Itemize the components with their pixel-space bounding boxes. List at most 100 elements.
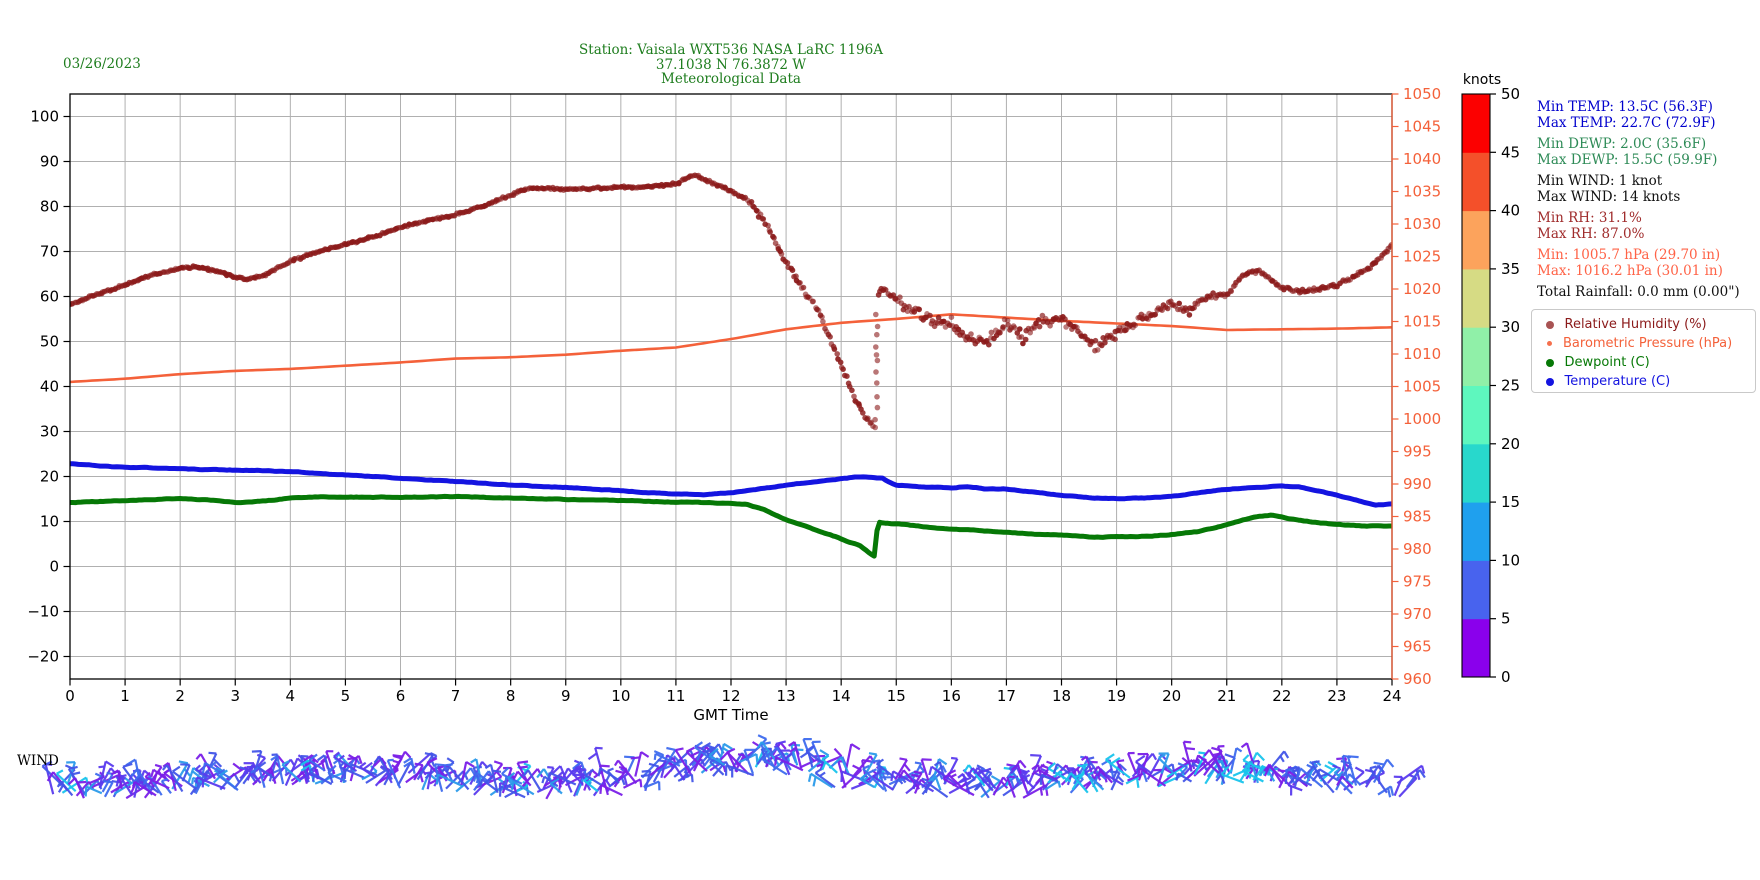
x-axis-tick-label: 13 [777, 687, 796, 705]
right-axis-tick-label: 960 [1403, 670, 1432, 688]
legend: Relative Humidity (%) Barometric Pressure… [1531, 309, 1756, 393]
legend-item: Barometric Pressure (hPa) [1532, 334, 1755, 353]
right-axis-tick-label: 1015 [1403, 313, 1441, 331]
x-axis-tick-label: 5 [341, 687, 351, 705]
x-axis-tick-label: 15 [887, 687, 906, 705]
right-axis-tick-label: 1005 [1403, 378, 1441, 396]
legend-marker-icon [1545, 377, 1554, 386]
stat-line: Max: 1016.2 hPa (30.01 in) [1537, 263, 1723, 279]
stats-panel: Min TEMP: 13.5C (56.3F) Max TEMP: 22.7C (… [1537, 99, 1759, 300]
left-axis-tick-label: 90 [40, 153, 59, 171]
legend-item: Dewpoint (C) [1532, 353, 1755, 372]
relative-humidity-scatter [70, 172, 1392, 431]
legend-item: Temperature (C) [1532, 372, 1755, 391]
right-axis-tick-label: 965 [1403, 638, 1432, 656]
x-axis-tick-label: 6 [396, 687, 406, 705]
stat-line: Max RH: 87.0% [1537, 226, 1645, 242]
wind-label: WIND [17, 753, 59, 769]
colorbar-tick-label: 15 [1501, 493, 1520, 511]
colorbar-tick-label: 20 [1501, 435, 1520, 453]
right-axis-tick-label: 990 [1403, 475, 1432, 493]
legend-item-label: Dewpoint (C) [1564, 355, 1650, 370]
stat-line: Min RH: 31.1% [1537, 210, 1642, 226]
wind-speed-colorbar: 0 5 10 15 20 25 30 35 40 45 50 [1461, 85, 1520, 686]
temperature-line [70, 461, 1392, 508]
dewpoint-line [70, 493, 1392, 559]
stat-line: Max TEMP: 22.7C (72.9F) [1537, 115, 1716, 131]
chart-title-line1: Station: Vaisala WXT536 NASA LaRC 1196A [579, 42, 883, 58]
x-axis-tick-label: 2 [175, 687, 185, 705]
colorbar-title: knots [1462, 72, 1502, 88]
right-axis-tick-label: 980 [1403, 540, 1432, 558]
colorbar-tick-label: 45 [1501, 143, 1520, 161]
wind-barbs [41, 734, 1426, 800]
right-axis-tick-label: 1020 [1403, 280, 1441, 298]
right-axis-ticks: 960 965 970 975 980 985 990 995 1000 1005 1010 1015… [1392, 85, 1441, 688]
x-axis-ticks: 0 1 2 3 4 5 6 7 8 9 10 11 12 13 14 15 16 17 18 19 20 21 22 23 24… [65, 679, 1402, 724]
right-axis-tick-label: 1025 [1403, 248, 1441, 266]
right-axis-tick-label: 995 [1403, 443, 1432, 461]
x-axis-tick-label: 19 [1107, 687, 1126, 705]
right-axis-tick-label: 970 [1403, 605, 1432, 623]
x-axis-tick-label: 22 [1272, 687, 1291, 705]
left-axis-tick-label: 80 [40, 198, 59, 216]
colorbar-tick-label: 35 [1501, 260, 1520, 278]
x-axis-tick-label: 7 [451, 687, 461, 705]
x-axis-tick-label: 1 [120, 687, 130, 705]
x-axis-title: GMT Time [693, 706, 768, 724]
chart-title: Station: Vaisala WXT536 NASA LaRC 1196A … [366, 43, 1096, 87]
colorbar-tick-label: 0 [1501, 668, 1511, 686]
stat-line: Min WIND: 1 knot [1537, 173, 1663, 189]
colorbar-tick-label: 50 [1501, 85, 1520, 103]
x-axis-tick-label: 24 [1382, 687, 1401, 705]
right-axis-tick-label: 1040 [1403, 150, 1441, 168]
x-axis-tick-label: 18 [1052, 687, 1071, 705]
left-axis-tick-label: 10 [40, 513, 59, 531]
legend-item-label: Barometric Pressure (hPa) [1563, 336, 1733, 351]
legend-item: Relative Humidity (%) [1532, 315, 1755, 334]
left-axis-tick-label: 20 [40, 468, 59, 486]
left-axis-tick-label: 100 [30, 108, 59, 126]
left-axis-tick-label: 60 [40, 288, 59, 306]
chart-title-line3: Meteorological Data [661, 71, 801, 88]
x-axis-tick-label: 8 [506, 687, 516, 705]
x-axis-tick-label: 14 [832, 687, 851, 705]
legend-marker-icon [1545, 358, 1554, 367]
colorbar-tick-label: 30 [1501, 318, 1520, 336]
right-axis-tick-label: 1035 [1403, 183, 1441, 201]
stat-line: Min TEMP: 13.5C (56.3F) [1537, 99, 1713, 115]
x-axis-tick-label: 0 [65, 687, 75, 705]
stat-line: Min: 1005.7 hPa (29.70 in) [1537, 247, 1721, 263]
grid-lines [69, 94, 1393, 679]
colorbar-tick-label: 5 [1501, 610, 1511, 628]
legend-item-label: Relative Humidity (%) [1564, 317, 1707, 332]
right-axis-tick-label: 1030 [1403, 215, 1441, 233]
right-axis-tick-label: 1000 [1403, 410, 1441, 428]
legend-item-label: Temperature (C) [1564, 374, 1671, 389]
x-axis-tick-label: 4 [286, 687, 296, 705]
chart-title-line2: 37.1038 N 76.3872 W [655, 56, 807, 73]
left-axis-tick-label: 30 [40, 423, 59, 441]
right-axis-tick-label: 985 [1403, 508, 1432, 526]
colorbar-tick-label: 25 [1501, 377, 1520, 395]
colorbar-tick-label: 10 [1501, 551, 1520, 569]
left-axis-tick-label: 70 [40, 243, 59, 261]
legend-marker-icon [1545, 320, 1554, 329]
x-axis-tick-label: 23 [1327, 687, 1346, 705]
stat-line: Total Rainfall: 0.0 mm (0.00") [1537, 284, 1740, 300]
pressure-line [70, 313, 1392, 384]
x-axis-tick-label: 10 [611, 687, 630, 705]
left-axis-tick-label: 0 [49, 558, 59, 576]
x-axis-tick-label: 12 [721, 687, 740, 705]
left-axis-tick-label: −10 [27, 603, 59, 621]
right-axis-tick-label: 1010 [1403, 345, 1441, 363]
colorbar-tick-label: 40 [1501, 202, 1520, 220]
x-axis-tick-label: 20 [1162, 687, 1181, 705]
left-axis-ticks: −20 −10 0 10 20 30 40 50 60 70 80 90 100 [27, 108, 70, 666]
legend-marker-icon [1547, 341, 1552, 346]
left-axis-tick-label: −20 [27, 648, 59, 666]
stat-line: Max WIND: 14 knots [1537, 189, 1681, 205]
x-axis-tick-label: 9 [561, 687, 571, 705]
